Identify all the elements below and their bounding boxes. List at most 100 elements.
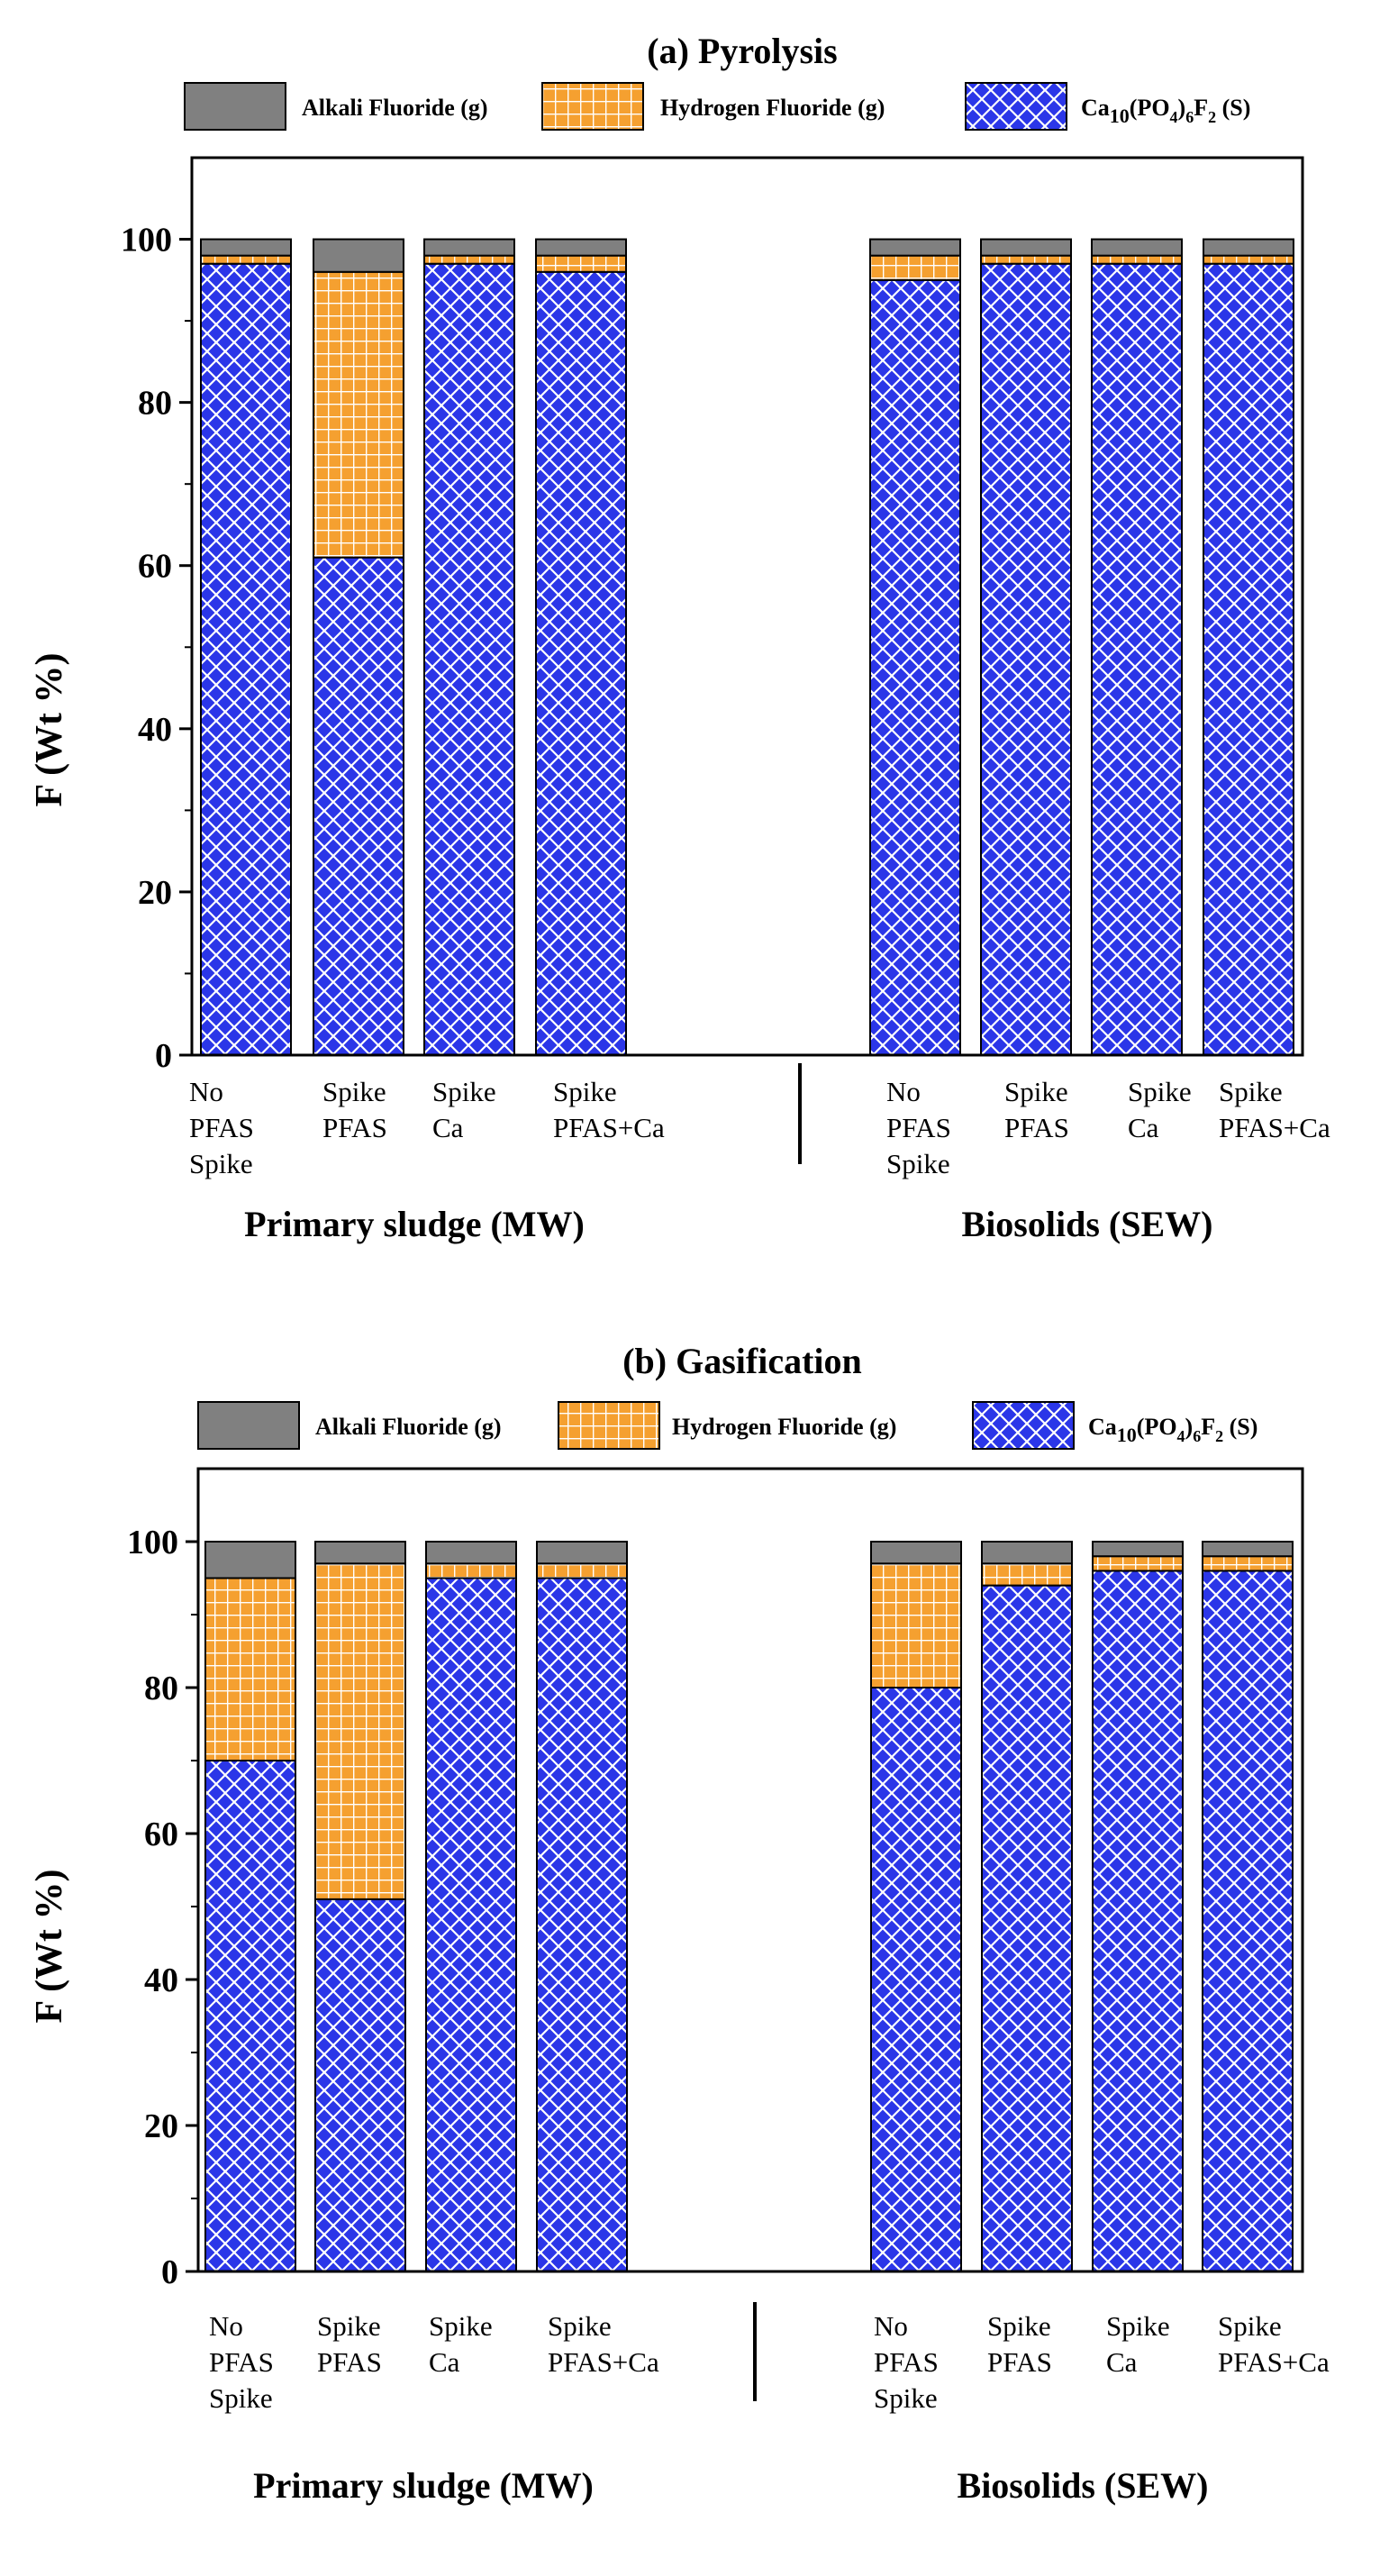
bar-segment-alkali-fluoride	[1092, 1541, 1184, 1558]
y-tick-label: 100	[127, 1524, 178, 1561]
bar-segment-hydrogen-fluoride	[870, 1562, 962, 1689]
bar-segment-ca10po46f2	[425, 1577, 517, 2272]
bar-segment-hydrogen-fluoride	[200, 254, 292, 265]
bar-segment-hydrogen-fluoride	[1202, 1555, 1294, 1572]
y-axis-label: F (Wt %)	[29, 652, 70, 806]
bar-segment-alkali-fluoride	[870, 1541, 962, 1565]
bar-segment-ca10po46f2	[314, 1898, 406, 2272]
bar-segment-hydrogen-fluoride	[535, 254, 627, 273]
legend-swatch-hf	[541, 82, 644, 131]
category-label: PFAS+Ca	[1218, 2346, 1330, 2378]
category-label: PFAS	[987, 2346, 1052, 2378]
category-label: Spike	[886, 1148, 950, 1179]
bar-segment-ca10po46f2	[423, 262, 515, 1056]
group-label-biosolids: Biosolids (SEW)	[958, 2465, 1209, 2506]
category-label: PFAS	[886, 1112, 951, 1143]
category-label: Spike	[874, 2382, 938, 2414]
category-label: PFAS+Ca	[548, 2346, 659, 2378]
category-label: No	[886, 1076, 921, 1107]
bar-segment-ca10po46f2	[535, 270, 627, 1057]
bar-segment-ca10po46f2	[981, 1584, 1073, 2272]
category-label: Spike	[322, 1076, 386, 1107]
bar-segment-hydrogen-fluoride	[980, 254, 1072, 265]
bar-segment-hydrogen-fluoride	[313, 270, 404, 559]
bar-segment-alkali-fluoride	[314, 1541, 406, 1565]
y-tick-label: 60	[138, 548, 172, 586]
bar-segment-hydrogen-fluoride	[981, 1562, 1073, 1587]
bar-segment-alkali-fluoride	[535, 238, 627, 257]
bar-segment-alkali-fluoride	[423, 238, 515, 257]
category-label: PFAS	[1004, 1112, 1069, 1143]
bar-segment-ca10po46f2	[1203, 262, 1294, 1056]
bar-segment-ca10po46f2	[313, 556, 404, 1056]
category-label: Spike	[553, 1076, 617, 1107]
bar-segment-alkali-fluoride	[536, 1541, 628, 1565]
category-label: Ca	[429, 2346, 460, 2378]
category-label: PFAS	[317, 2346, 382, 2378]
category-label: Spike	[189, 1148, 253, 1179]
axes-frame	[190, 156, 1304, 1057]
category-label: Spike	[317, 2310, 381, 2342]
category-label: Ca	[1128, 1112, 1159, 1143]
bar-segment-alkali-fluoride	[1202, 1541, 1294, 1558]
category-label: Spike	[1004, 1076, 1068, 1107]
bar-segment-ca10po46f2	[869, 278, 961, 1056]
bar-segment-hydrogen-fluoride	[314, 1562, 406, 1900]
group-label-biosolids: Biosolids (SEW)	[962, 1204, 1213, 1244]
bar-segment-ca10po46f2	[1091, 262, 1183, 1056]
bar-segment-ca10po46f2	[200, 262, 292, 1056]
category-label: PFAS	[874, 2346, 939, 2378]
legend-label-alkali: Alkali Fluoride (g)	[315, 1414, 502, 1440]
bar-segment-hydrogen-fluoride	[536, 1562, 628, 1579]
legend: Alkali Fluoride (g) Hydrogen Fluoride (g…	[197, 1401, 1257, 1450]
legend-label-alkali: Alkali Fluoride (g)	[302, 95, 488, 121]
y-tick-label: 20	[144, 2107, 178, 2145]
category-label: PFAS	[189, 1112, 254, 1143]
bar-segment-ca10po46f2	[536, 1577, 628, 2272]
bar-segment-ca10po46f2	[870, 1687, 962, 2272]
bar-segment-ca10po46f2	[204, 1760, 296, 2272]
bar-segment-alkali-fluoride	[1091, 238, 1183, 257]
bar-segment-alkali-fluoride	[425, 1541, 517, 1565]
y-tick-label: 40	[138, 711, 172, 749]
y-tick-label: 60	[144, 1816, 178, 1853]
chart-title: (b) Gasification	[622, 1341, 862, 1381]
y-tick-label: 80	[138, 385, 172, 423]
y-tick-label: 40	[144, 1962, 178, 1999]
bar-segment-ca10po46f2	[980, 262, 1072, 1056]
bar-segment-hydrogen-fluoride	[425, 1562, 517, 1579]
category-label: Spike	[1128, 1076, 1192, 1107]
category-label: Spike	[1106, 2310, 1170, 2342]
category-label: Spike	[987, 2310, 1051, 2342]
legend-label-hf: Hydrogen Fluoride (g)	[672, 1414, 896, 1440]
legend-swatch-alkali	[184, 82, 286, 131]
category-label: No	[209, 2310, 243, 2342]
y-tick-label: 20	[138, 874, 172, 912]
bar-segment-alkali-fluoride	[313, 238, 404, 273]
legend-label-ca: Ca10(PO4)6F2 (S)	[1081, 95, 1250, 127]
bar-segment-alkali-fluoride	[1203, 238, 1294, 257]
legend-label-ca: Ca10(PO4)6F2 (S)	[1088, 1414, 1257, 1446]
category-label: PFAS+Ca	[1219, 1112, 1330, 1143]
legend-swatch-hf	[558, 1401, 660, 1450]
category-label: Spike	[209, 2382, 273, 2414]
y-tick-label: 100	[121, 222, 172, 259]
y-axis-label: F (Wt %)	[29, 1869, 70, 2023]
category-label: No	[189, 1076, 223, 1107]
plot-area: 0 20 40 60 80 100	[127, 1467, 1304, 2291]
category-label: No	[874, 2310, 908, 2342]
category-label: Spike	[432, 1076, 496, 1107]
bar-segment-hydrogen-fluoride	[1092, 1555, 1184, 1572]
legend-swatch-ca	[965, 82, 1067, 131]
legend-swatch-alkali	[197, 1401, 300, 1450]
category-label: Spike	[1219, 1076, 1283, 1107]
plot-area: 0 20 40 60 80 100	[121, 156, 1304, 1075]
bar-segment-hydrogen-fluoride	[204, 1577, 296, 1761]
y-tick-label: 0	[155, 1037, 172, 1075]
panel-pyrolysis: (a) Pyrolysis Alkali Fluoride (g) Hydrog…	[29, 31, 1330, 1244]
category-label: Spike	[1218, 2310, 1282, 2342]
bar-segment-alkali-fluoride	[981, 1541, 1073, 1565]
bar-segment-ca10po46f2	[1092, 1570, 1184, 2272]
bar-segment-alkali-fluoride	[200, 238, 292, 257]
chart-title: (a) Pyrolysis	[647, 31, 837, 71]
